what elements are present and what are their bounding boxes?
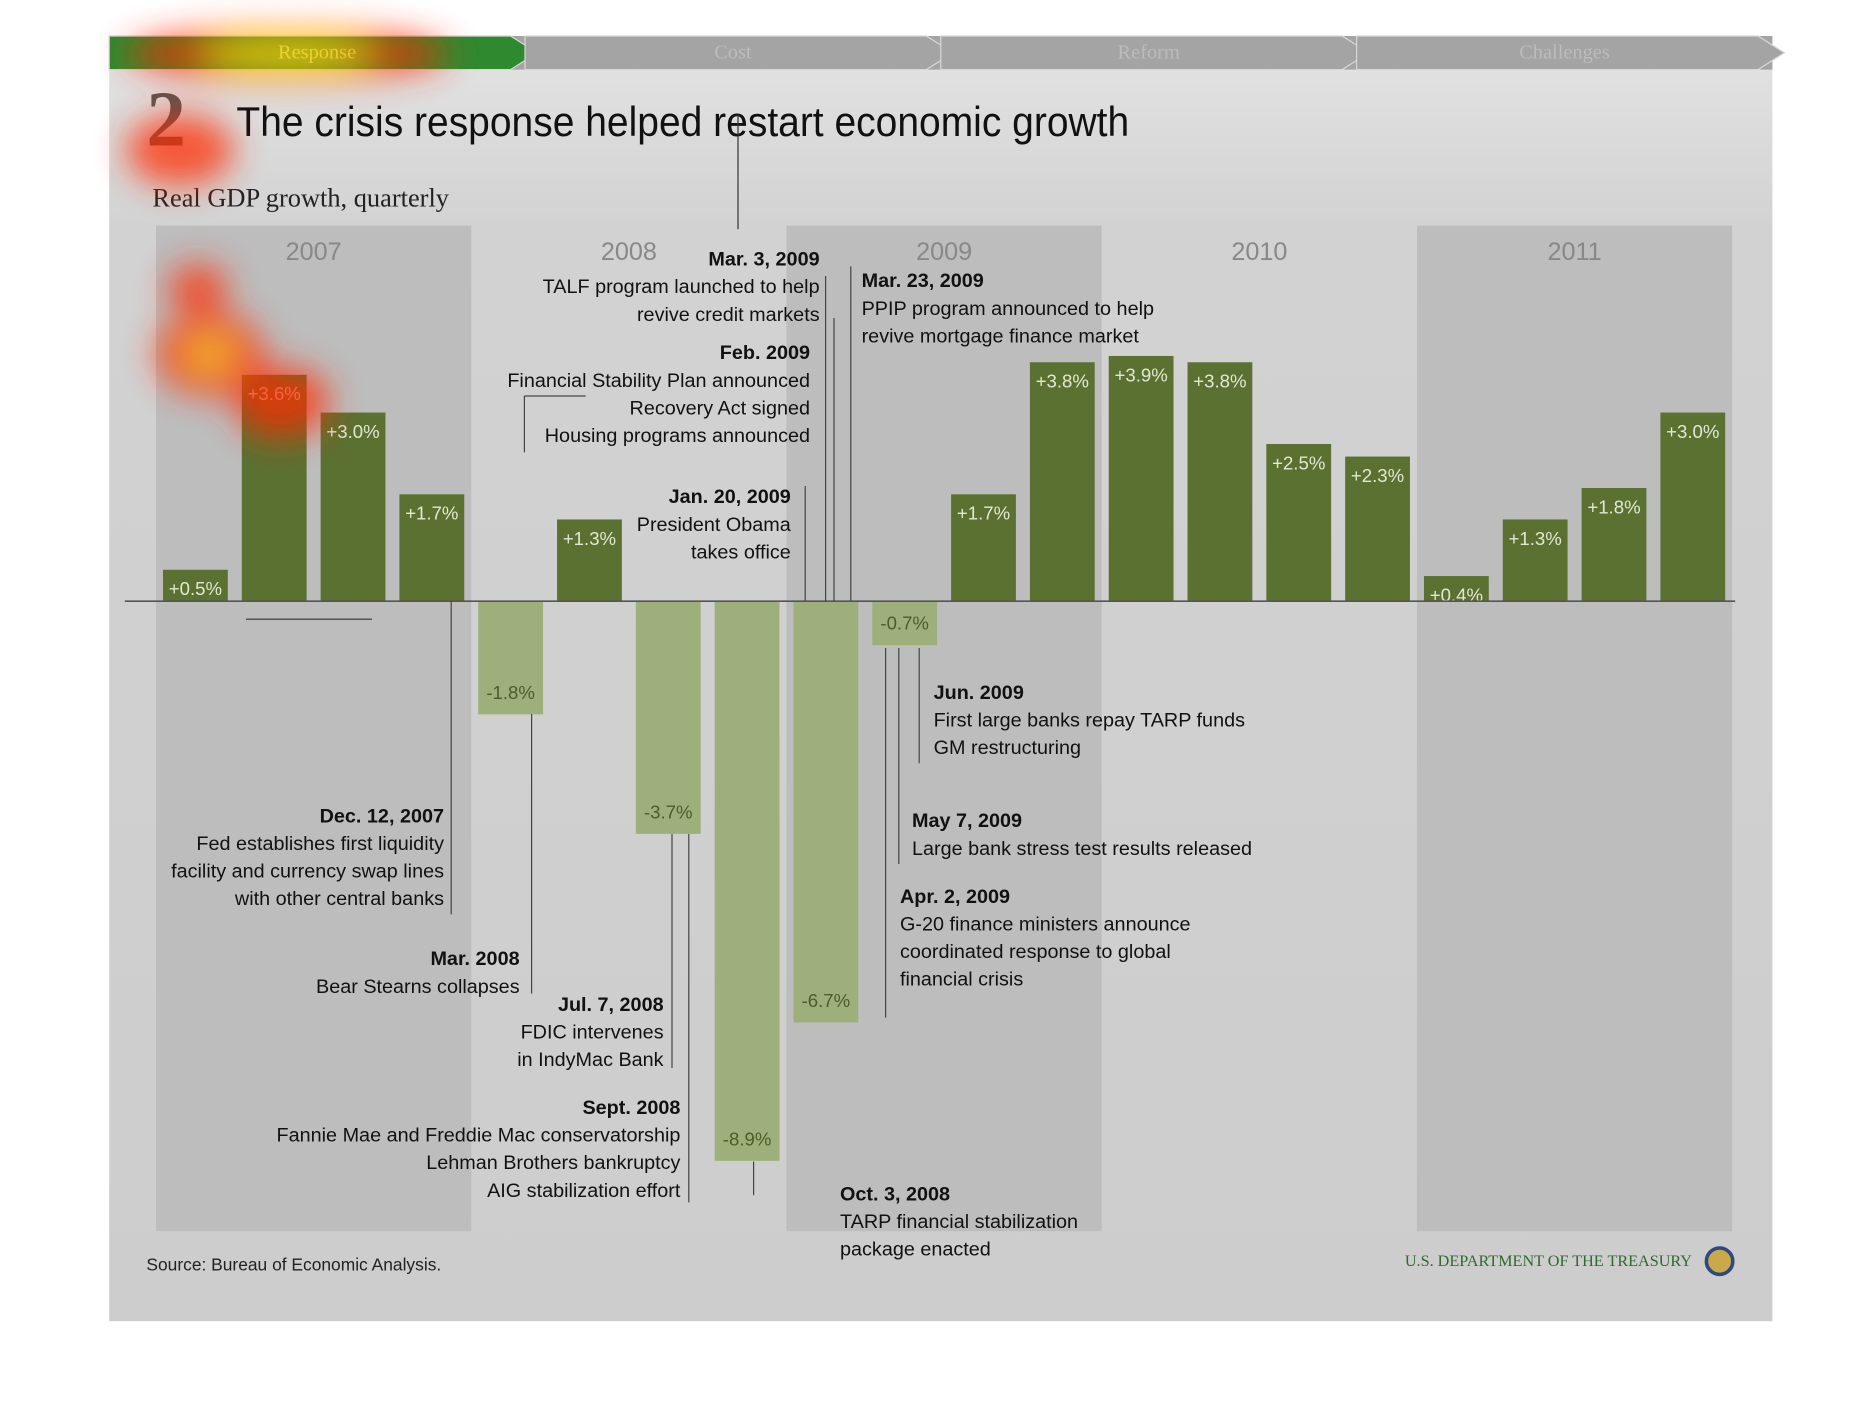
annotation-text: in IndyMac Bank	[517, 1049, 663, 1071]
annotation-text: President Obama	[637, 514, 792, 536]
annotation-date: Jul. 7, 2008	[558, 994, 664, 1016]
bar	[1581, 488, 1647, 602]
annotation-text: GM restructuring	[934, 737, 1081, 759]
annotation-date: Apr. 2, 2009	[900, 886, 1010, 908]
heatmap	[126, 27, 450, 438]
bar	[714, 601, 780, 1161]
bar	[635, 601, 701, 834]
value-label: -1.8%	[486, 682, 535, 703]
annotation-text: Recovery Act signed	[630, 397, 810, 419]
year-label: 2010	[1231, 238, 1287, 266]
annotation-text: FDIC intervenes	[521, 1021, 664, 1043]
nav-label: Challenges	[1519, 42, 1610, 64]
bar	[1187, 362, 1253, 602]
annotation-text: Large bank stress test results released	[912, 838, 1252, 860]
value-label: +1.8%	[1587, 496, 1640, 517]
chart-title: The crisis response helped restart econo…	[236, 98, 1129, 145]
value-label: +0.4%	[1430, 584, 1483, 605]
bar	[951, 494, 1016, 602]
value-label: +2.3%	[1351, 465, 1404, 486]
nav-label: Reform	[1118, 42, 1180, 64]
bar	[1266, 444, 1332, 602]
annotation-text: First large banks repay TARP funds	[934, 709, 1245, 731]
annotation-text: PPIP program announced to help	[862, 298, 1154, 320]
annotation-text: revive mortgage finance market	[862, 325, 1140, 347]
annotation-text: Bear Stearns collapses	[316, 976, 520, 998]
annotation-text: financial crisis	[900, 969, 1023, 991]
value-label: -3.7%	[644, 801, 693, 822]
value-label: -0.7%	[880, 613, 929, 634]
annotation-text: Lehman Brothers bankruptcy	[426, 1152, 680, 1174]
nav-tab	[940, 35, 1370, 71]
value-label: +1.7%	[405, 503, 458, 524]
annotation-date: Mar. 23, 2009	[862, 270, 984, 292]
value-label: +3.0%	[1666, 421, 1719, 442]
annotation-text: package enacted	[840, 1239, 991, 1261]
bar	[1502, 519, 1568, 602]
bar	[163, 569, 228, 602]
footer: U.S. DEPARTMENT OF THE TREASURY	[1405, 1252, 1692, 1270]
value-label: +3.8%	[1036, 371, 1089, 392]
bar	[399, 494, 465, 602]
year-label: 2008	[601, 238, 657, 266]
bar	[1660, 412, 1726, 602]
bar	[872, 601, 938, 646]
annotation-date: May 7, 2009	[912, 810, 1022, 832]
annotation-text: takes office	[691, 541, 791, 563]
annotation-text: Financial Stability Plan announced	[507, 370, 810, 392]
annotation-text: Fannie Mae and Freddie Mac conservatorsh…	[277, 1125, 681, 1147]
annotation-text: coordinated response to global	[900, 941, 1171, 963]
bar	[1423, 576, 1489, 602]
annotation-text: TARP financial stabilization	[840, 1211, 1078, 1233]
annotation-text: Housing programs announced	[545, 425, 810, 447]
annotation-date: Dec. 12, 2007	[320, 805, 444, 827]
bar	[557, 519, 622, 602]
value-label: +1.7%	[957, 503, 1010, 524]
year-label: 2007	[286, 238, 342, 266]
value-label: +1.3%	[1509, 528, 1562, 549]
bar	[1029, 362, 1095, 602]
year-label: 2009	[916, 238, 972, 266]
nav-tab	[524, 35, 954, 71]
annotation-text: Fed establishes first liquidity	[196, 833, 444, 855]
bar	[320, 412, 386, 602]
annotation-text: G-20 finance ministers announce	[900, 913, 1191, 935]
value-label: +3.8%	[1193, 371, 1246, 392]
annotation-text: AIG stabilization effort	[487, 1180, 681, 1202]
annotation-text: facility and currency swap lines	[171, 861, 444, 883]
annotation-text: with other central banks	[234, 888, 444, 910]
source: Source: Bureau of Economic Analysis.	[146, 1255, 441, 1275]
bar	[1108, 355, 1174, 602]
value-label: -8.9%	[723, 1128, 772, 1149]
seal	[1704, 1246, 1735, 1277]
annotation-date: Oct. 3, 2008	[840, 1183, 950, 1205]
annotation-date: Mar. 2008	[430, 948, 519, 970]
nav-tab	[1356, 35, 1786, 71]
chart-subtitle: Real GDP growth, quarterly	[152, 182, 449, 212]
annotation-text: TALF program launched to help	[543, 276, 820, 298]
value-label: +2.5%	[1272, 452, 1325, 473]
year-band	[1416, 225, 1733, 1232]
value-label: +1.3%	[563, 528, 616, 549]
annotation-date: Jan. 20, 2009	[669, 486, 791, 508]
year-label: 2011	[1547, 238, 1601, 266]
annotation-date: Sept. 2008	[582, 1097, 680, 1119]
bar	[478, 601, 544, 715]
value-label: +0.5%	[169, 578, 222, 599]
value-label: +3.0%	[326, 421, 379, 442]
annotation-date: Feb. 2009	[720, 342, 810, 364]
annotation-date: Jun. 2009	[934, 682, 1024, 704]
nav-label: Cost	[714, 42, 752, 64]
value-label: -6.7%	[802, 990, 851, 1011]
bar	[793, 601, 859, 1023]
bar	[1345, 456, 1410, 602]
annotation-text: revive credit markets	[637, 304, 820, 326]
value-label: +3.9%	[1115, 364, 1168, 385]
annotation-date: Mar. 3, 2009	[708, 249, 819, 271]
